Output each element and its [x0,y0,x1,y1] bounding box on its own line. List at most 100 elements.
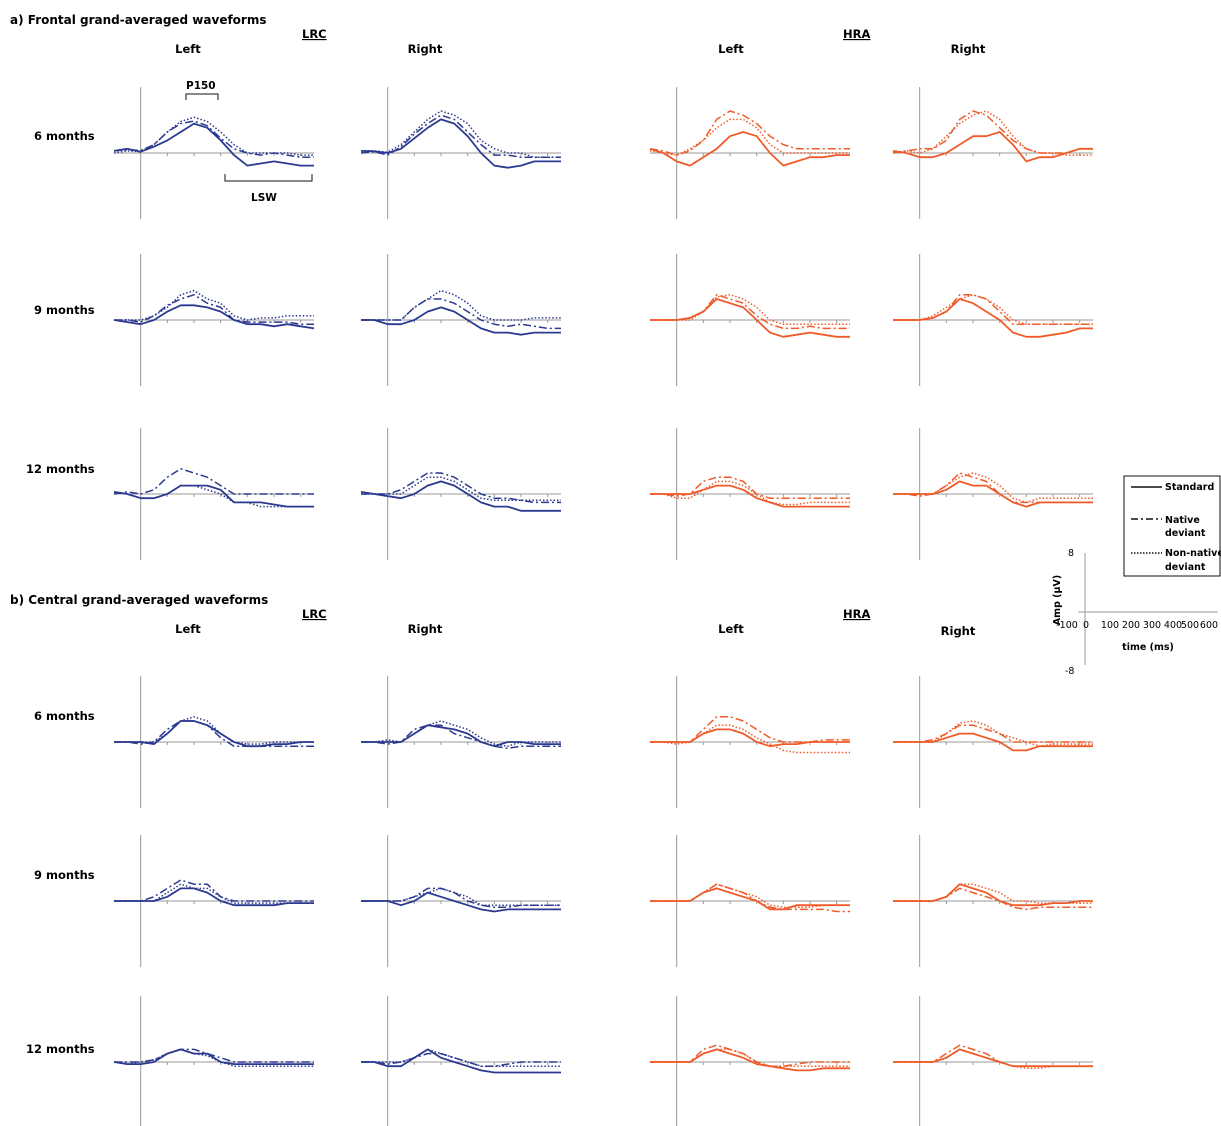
panel-b-col-lrc-right: Right [408,622,443,636]
series-nativedeviant-b-hra-left-9months [650,883,850,913]
panel-a-lrc-left-12months [113,428,314,560]
series-nonnativedeviant-b-hra-right-12months [893,1048,1093,1070]
series-nonnativedeviant-b-hra-left-9months [650,883,850,909]
panel-a-hra-left-6months [649,87,850,219]
panel-a-lrc-right-9months [361,254,561,386]
axis-key: 8 -8 Amp (µV) -100 0 100 200 300 400 500… [1052,548,1218,677]
axis-key-ylabel: Amp (µV) [1052,575,1063,625]
series-standard-b-lrc-left-9months [114,887,314,907]
axis-key-xtick-4: 300 [1143,620,1161,631]
panel-b-hra-left-9months [650,835,850,967]
series-nativedeviant-a-hra-right-6months [892,110,1093,154]
axis-key-xtick-7: 600 [1200,620,1218,631]
series-standard-a-hra-left-9months [650,298,850,338]
p150-label: P150 [186,80,216,92]
series-nativedeviant-b-lrc-right-6months [361,724,561,750]
waveform-panels [113,87,1093,1126]
panel-b-lrc-right-12months [361,996,561,1126]
series-nativedeviant-a-hra-left-12months [650,476,850,499]
p150-annotation: P150 [185,80,219,100]
axis-key-ymax: 8 [1068,548,1074,559]
axis-key-ymin: -8 [1065,666,1074,677]
series-nativedeviant-a-lrc-right-6months [360,114,561,158]
legend-native-label-2: deviant [1165,528,1206,539]
series-standard-a-hra-right-6months [892,131,1093,163]
panel-a-row-6m: 6 months [34,129,95,143]
lsw-label: LSW [251,192,277,204]
series-standard-b-lrc-left-12months [113,1048,314,1065]
series-nativedeviant-b-hra-left-12months [650,1044,850,1067]
series-nativedeviant-a-hra-left-6months [649,110,850,156]
panel-a-col-lrc-right: Right [408,42,443,56]
series-nativedeviant-b-hra-right-12months [893,1044,1093,1067]
series-nativedeviant-b-lrc-right-9months [361,887,561,909]
axis-key-xtick-3: 200 [1122,620,1140,631]
series-standard-a-hra-left-12months [650,484,850,508]
series-standard-a-lrc-left-9months [113,304,315,330]
panel-b-hra-left-6months [650,676,850,808]
series-nonnativedeviant-a-lrc-right-6months [361,110,561,158]
panel-a-group-hra: HRA [843,27,870,41]
panel-a-row-9m: 9 months [34,303,95,317]
series-nativedeviant-b-hra-right-9months [893,887,1093,911]
lsw-annotation: LSW [224,174,313,204]
series-standard-a-lrc-right-9months [361,306,561,336]
legend: Standard Native deviant Non-native devia… [1123,475,1221,577]
series-nonnativedeviant-b-lrc-left-12months [113,1048,314,1067]
panel-b-hra-left-12months [650,996,850,1126]
legend-standard-label: Standard [1165,482,1214,493]
legend-native-label-1: Native [1165,515,1200,526]
panel-b-row-6m: 6 months [34,709,95,723]
panel-a-row-12m: 12 months [26,462,95,476]
legend-nonnative-label-1: Non-native [1165,548,1221,559]
panel-a-lrc-right-12months [360,428,561,560]
series-nativedeviant-a-lrc-left-6months [113,120,314,158]
series-standard-b-hra-left-12months [650,1048,850,1072]
panel-a-hra-right-6months [892,87,1093,219]
series-nonnativedeviant-a-hra-left-6months [649,118,850,156]
series-standard-b-lrc-right-12months [361,1048,561,1074]
series-nativedeviant-a-lrc-left-9months [114,294,314,325]
series-standard-a-lrc-right-12months [360,480,561,512]
panel-a-hra-right-12months [893,428,1093,560]
axis-key-xtick-5: 400 [1164,620,1182,631]
panel-b-group-hra: HRA [843,607,870,621]
series-nonnativedeviant-a-lrc-left-9months [114,289,314,321]
legend-box [1123,475,1221,577]
series-nativedeviant-b-lrc-left-9months [114,879,314,902]
panel-b-title: b) Central grand-averaged waveforms [10,593,268,607]
series-standard-b-hra-right-9months [893,883,1093,907]
axis-key-xlabel: time (ms) [1122,642,1174,653]
panel-b-col-hra-right: Right [941,624,976,638]
panel-b-lrc-left-9months [114,835,314,967]
panel-b-row-9m: 9 months [34,868,95,882]
panel-a-title: a) Frontal grand-averaged waveforms [10,13,266,27]
panel-b-hra-right-12months [893,996,1093,1126]
panel-b-lrc-left-12months [113,996,314,1126]
series-nonnativedeviant-b-hra-right-9months [893,883,1093,904]
panel-a-hra-left-12months [650,428,850,560]
series-standard-a-lrc-left-12months [113,484,314,508]
panel-a-col-hra-left: Left [718,42,744,56]
series-nativedeviant-a-hra-left-9months [650,294,850,330]
axis-key-xtick-6: 500 [1181,620,1199,631]
series-nonnativedeviant-b-lrc-right-9months [361,887,561,906]
axis-key-xtick-0: -100 [1056,620,1078,631]
panel-a-col-hra-right: Right [951,42,986,56]
series-nonnativedeviant-a-lrc-left-6months [113,116,314,156]
panel-b-group-lrc: LRC [302,607,327,621]
series-nativedeviant-b-lrc-left-6months [114,720,314,747]
series-standard-a-lrc-left-6months [113,122,314,167]
series-nativedeviant-a-lrc-right-9months [361,298,561,330]
panel-a-group-lrc: LRC [302,27,327,41]
series-nativedeviant-b-lrc-right-12months [361,1052,561,1067]
axis-key-xtick-2: 100 [1101,620,1119,631]
panel-a-col-lrc-left: Left [175,42,201,56]
panel-b-col-lrc-left: Left [175,622,201,636]
panel-a-hra-left-9months [650,254,850,386]
panel-b-hra-right-6months [893,676,1093,808]
panel-b-hra-right-9months [893,835,1093,967]
series-nativedeviant-a-lrc-right-12months [361,472,561,504]
series-nonnativedeviant-b-lrc-left-6months [114,716,314,745]
